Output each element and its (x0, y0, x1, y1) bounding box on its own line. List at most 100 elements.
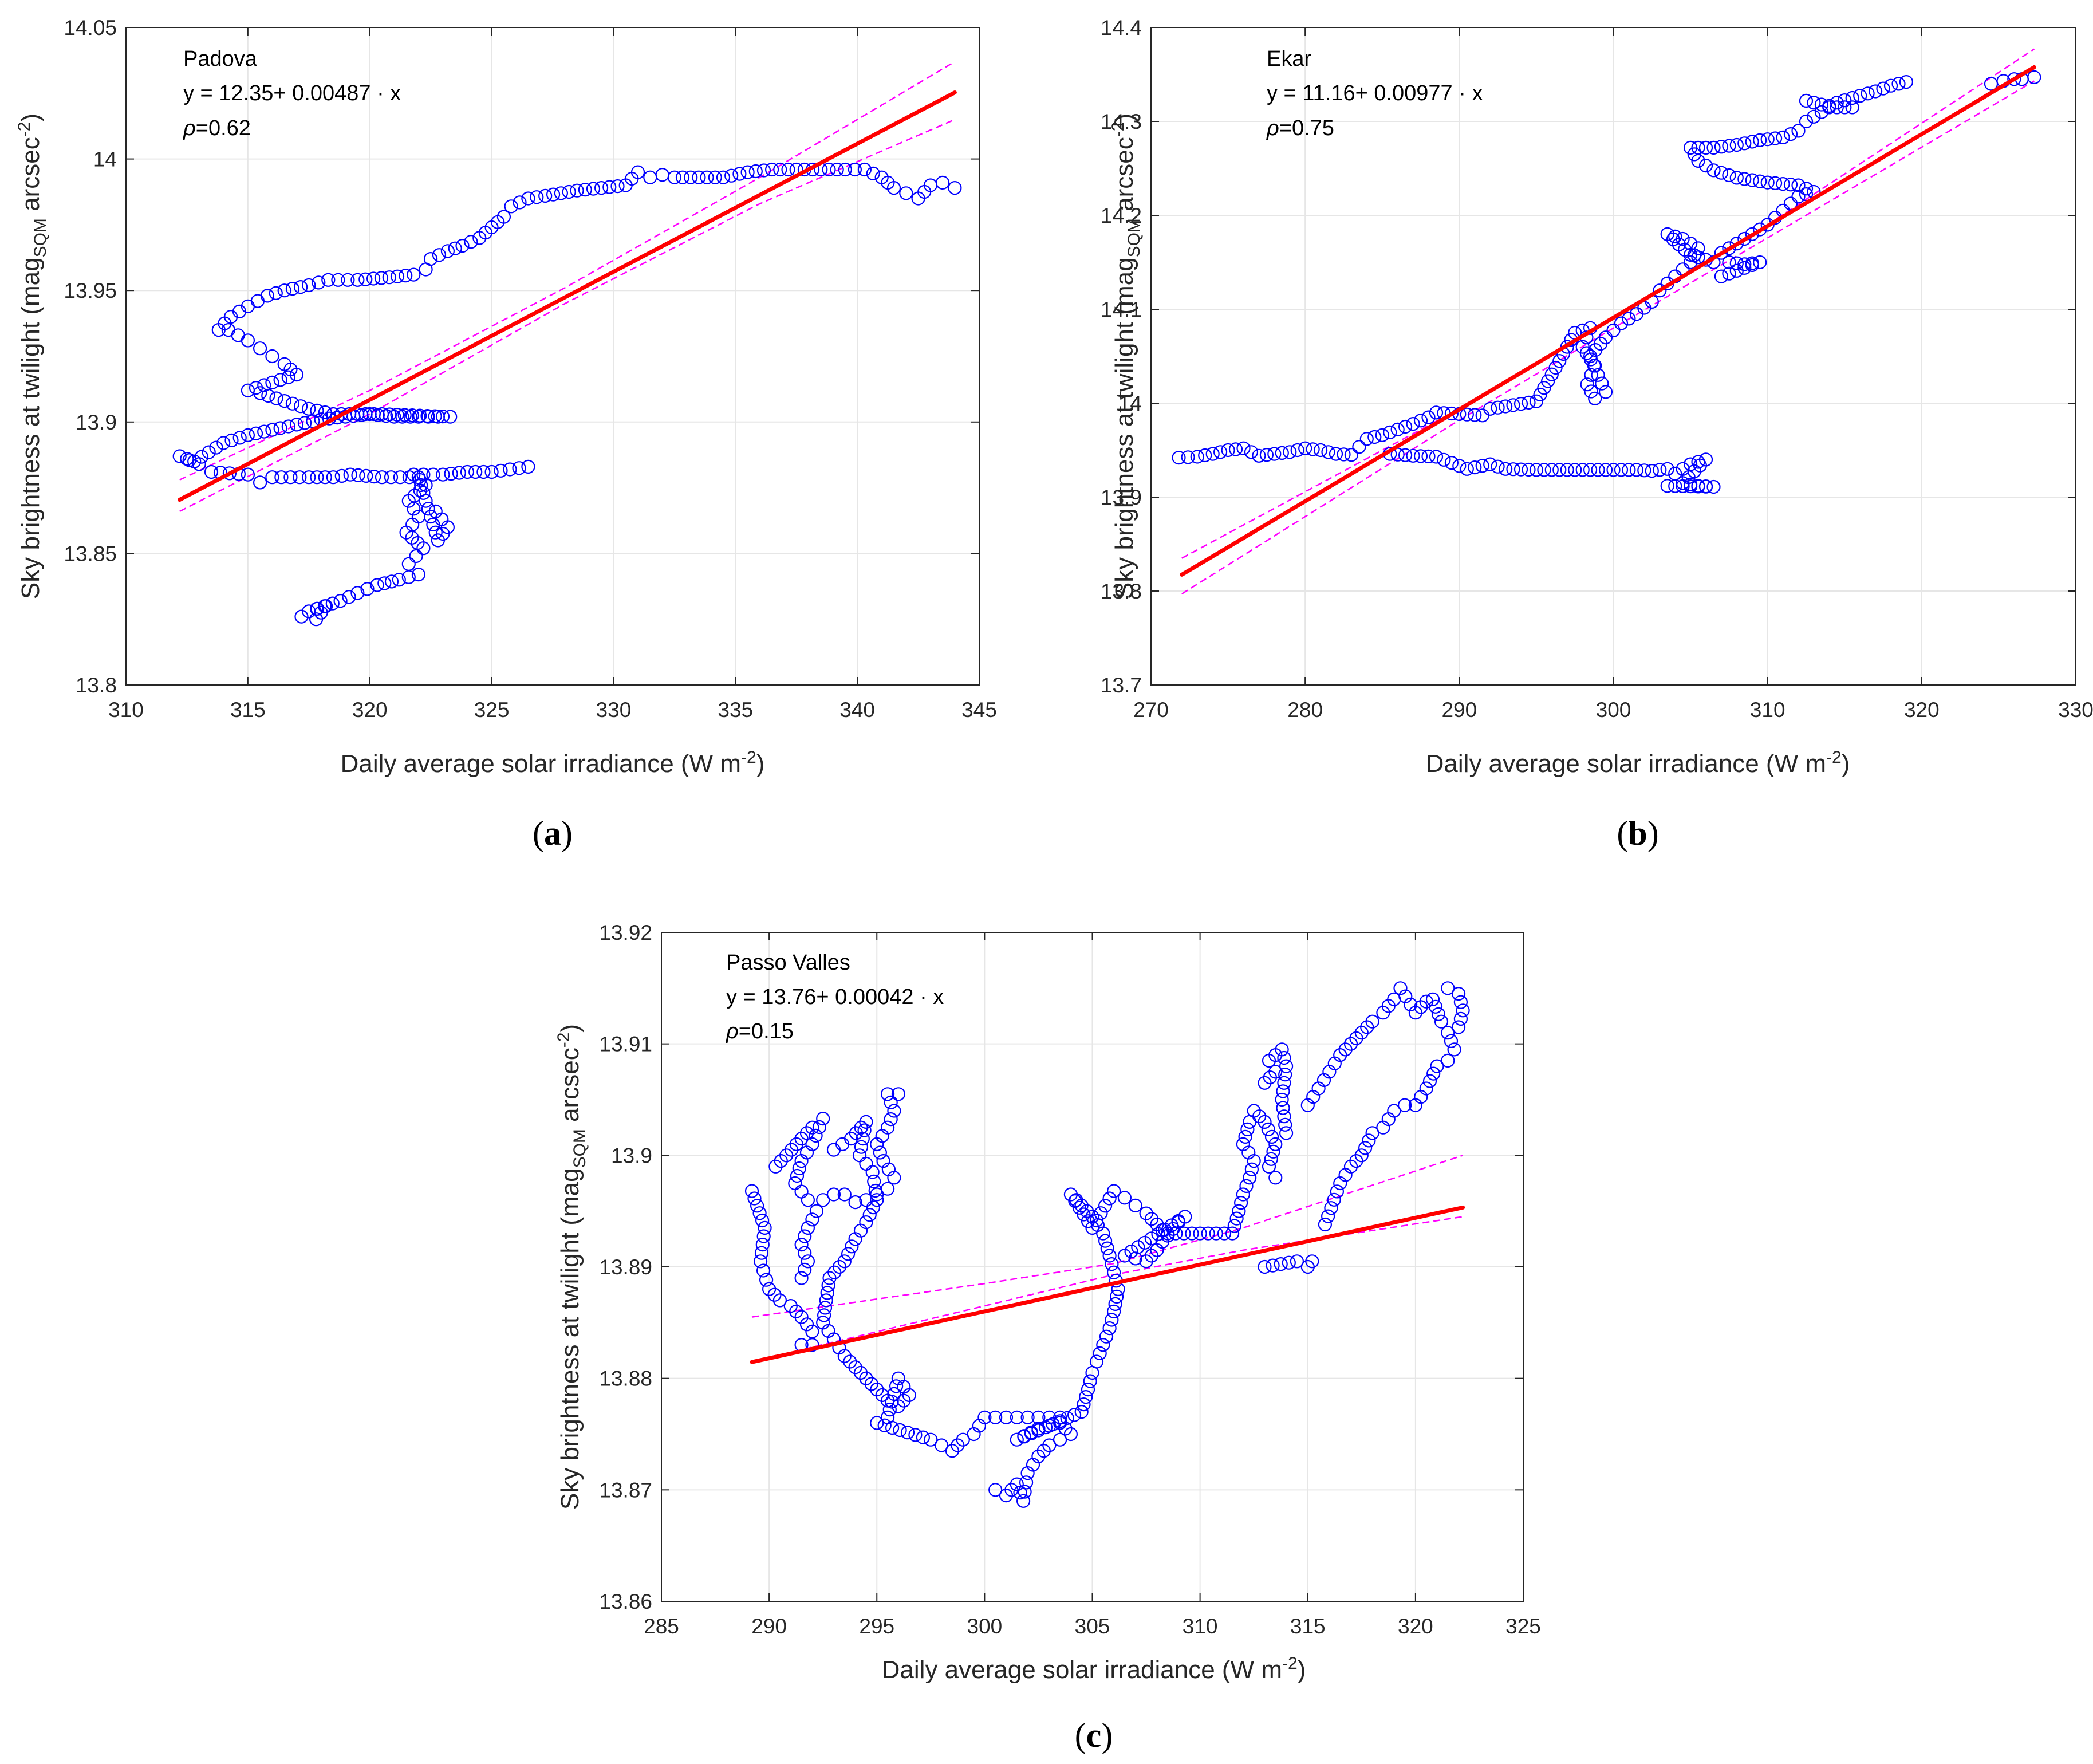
annotation-rho: ρ=0.75 (1266, 116, 1334, 140)
data-point (1452, 1020, 1466, 1034)
regression-line-group (750, 1205, 1465, 1364)
data-point (1614, 316, 1629, 330)
data-point (876, 1153, 890, 1168)
data-point (325, 596, 340, 611)
data-point (1244, 1162, 1259, 1176)
data-point (1506, 462, 1520, 477)
data-point (318, 470, 332, 485)
data-point (1533, 387, 1547, 402)
data-point (740, 165, 755, 179)
data-point (1017, 1430, 1031, 1444)
data-point (187, 454, 202, 468)
data-point (402, 470, 417, 485)
data-point (1069, 1193, 1083, 1207)
annotation-rho: ρ=0.62 (183, 116, 251, 140)
data-point (1499, 399, 1513, 414)
data-point (1376, 1120, 1390, 1135)
data-point (805, 1120, 819, 1135)
data-point (423, 509, 438, 524)
data-point (1193, 1226, 1207, 1241)
data-point (1398, 1098, 1412, 1112)
data-point (1737, 261, 1752, 275)
data-point (277, 284, 291, 298)
data-point (1622, 463, 1636, 477)
data-point (1106, 1184, 1121, 1198)
panel-label: (a) (533, 814, 573, 852)
data-point (1398, 989, 1413, 1003)
data-point (1398, 419, 1413, 434)
data-point (202, 445, 216, 459)
data-point (1714, 140, 1728, 154)
data-point (309, 601, 324, 616)
data-point (1063, 1187, 1078, 1202)
data-point (868, 1183, 882, 1198)
data-point (805, 1212, 819, 1227)
ci-lower-line (1181, 80, 2035, 594)
data-point (1676, 476, 1690, 490)
data-point (504, 199, 518, 214)
data-point (848, 1195, 862, 1210)
data-point (1106, 1265, 1121, 1279)
data-point (494, 463, 508, 478)
data-point (503, 462, 517, 477)
data-point (1845, 90, 1859, 105)
data-point (884, 1112, 898, 1127)
data-point (1321, 445, 1335, 459)
data-point (1352, 440, 1366, 454)
data-point (281, 370, 295, 384)
data-point (759, 1273, 774, 1287)
panel-a: 310 315 320 325 330 335 340 345 13.8 13.85 13.9 13.… (15, 16, 997, 852)
data-point (1398, 448, 1413, 462)
data-point (293, 470, 307, 485)
data-point (1529, 394, 1543, 408)
data-point (1722, 241, 1736, 255)
data-point (204, 464, 219, 479)
data-point (1830, 100, 1844, 115)
data-point (1178, 1210, 1192, 1224)
data-point (1745, 227, 1759, 241)
data-point (1429, 405, 1444, 420)
data-point (1198, 448, 1212, 463)
data-point (423, 252, 438, 266)
confidence-interval (179, 61, 956, 513)
data-point (1096, 1338, 1110, 1352)
data-point (554, 186, 569, 200)
data-point (222, 466, 237, 481)
data-point (1729, 237, 1744, 251)
data-point (455, 239, 470, 253)
data-point (1169, 1226, 1183, 1241)
data-point (755, 1213, 770, 1228)
ci-lower-line (179, 119, 955, 513)
data-point (1258, 1076, 1272, 1090)
ci-upper-line (751, 1155, 1463, 1318)
data-point (1098, 1234, 1113, 1248)
data-point (359, 468, 373, 483)
data-point (716, 170, 731, 184)
data-point (794, 1310, 809, 1324)
data-point (1722, 255, 1736, 270)
data-point (421, 502, 436, 516)
data-point (1822, 99, 1836, 113)
data-point (1275, 1092, 1289, 1107)
x-axis-label: Daily average solar irradiance (W m-2) (341, 748, 765, 778)
data-point (1267, 447, 1282, 461)
data-point (1453, 995, 1468, 1009)
data-point (403, 410, 417, 424)
data-point (1367, 430, 1382, 444)
data-point (432, 248, 447, 262)
data-point (773, 162, 787, 177)
data-point (342, 590, 356, 604)
data-point (816, 1193, 830, 1207)
data-point (1274, 1257, 1288, 1271)
data-point (318, 405, 332, 420)
data-points (172, 162, 962, 627)
data-point (790, 1168, 805, 1183)
x-tick-label: 335 (718, 698, 753, 722)
data-point (1447, 1042, 1461, 1057)
data-point (750, 1199, 764, 1213)
data-point (988, 1483, 1003, 1497)
data-point (1067, 1408, 1082, 1422)
data-point (1453, 1011, 1468, 1026)
data-point (875, 1388, 889, 1402)
data-point (744, 1184, 759, 1198)
